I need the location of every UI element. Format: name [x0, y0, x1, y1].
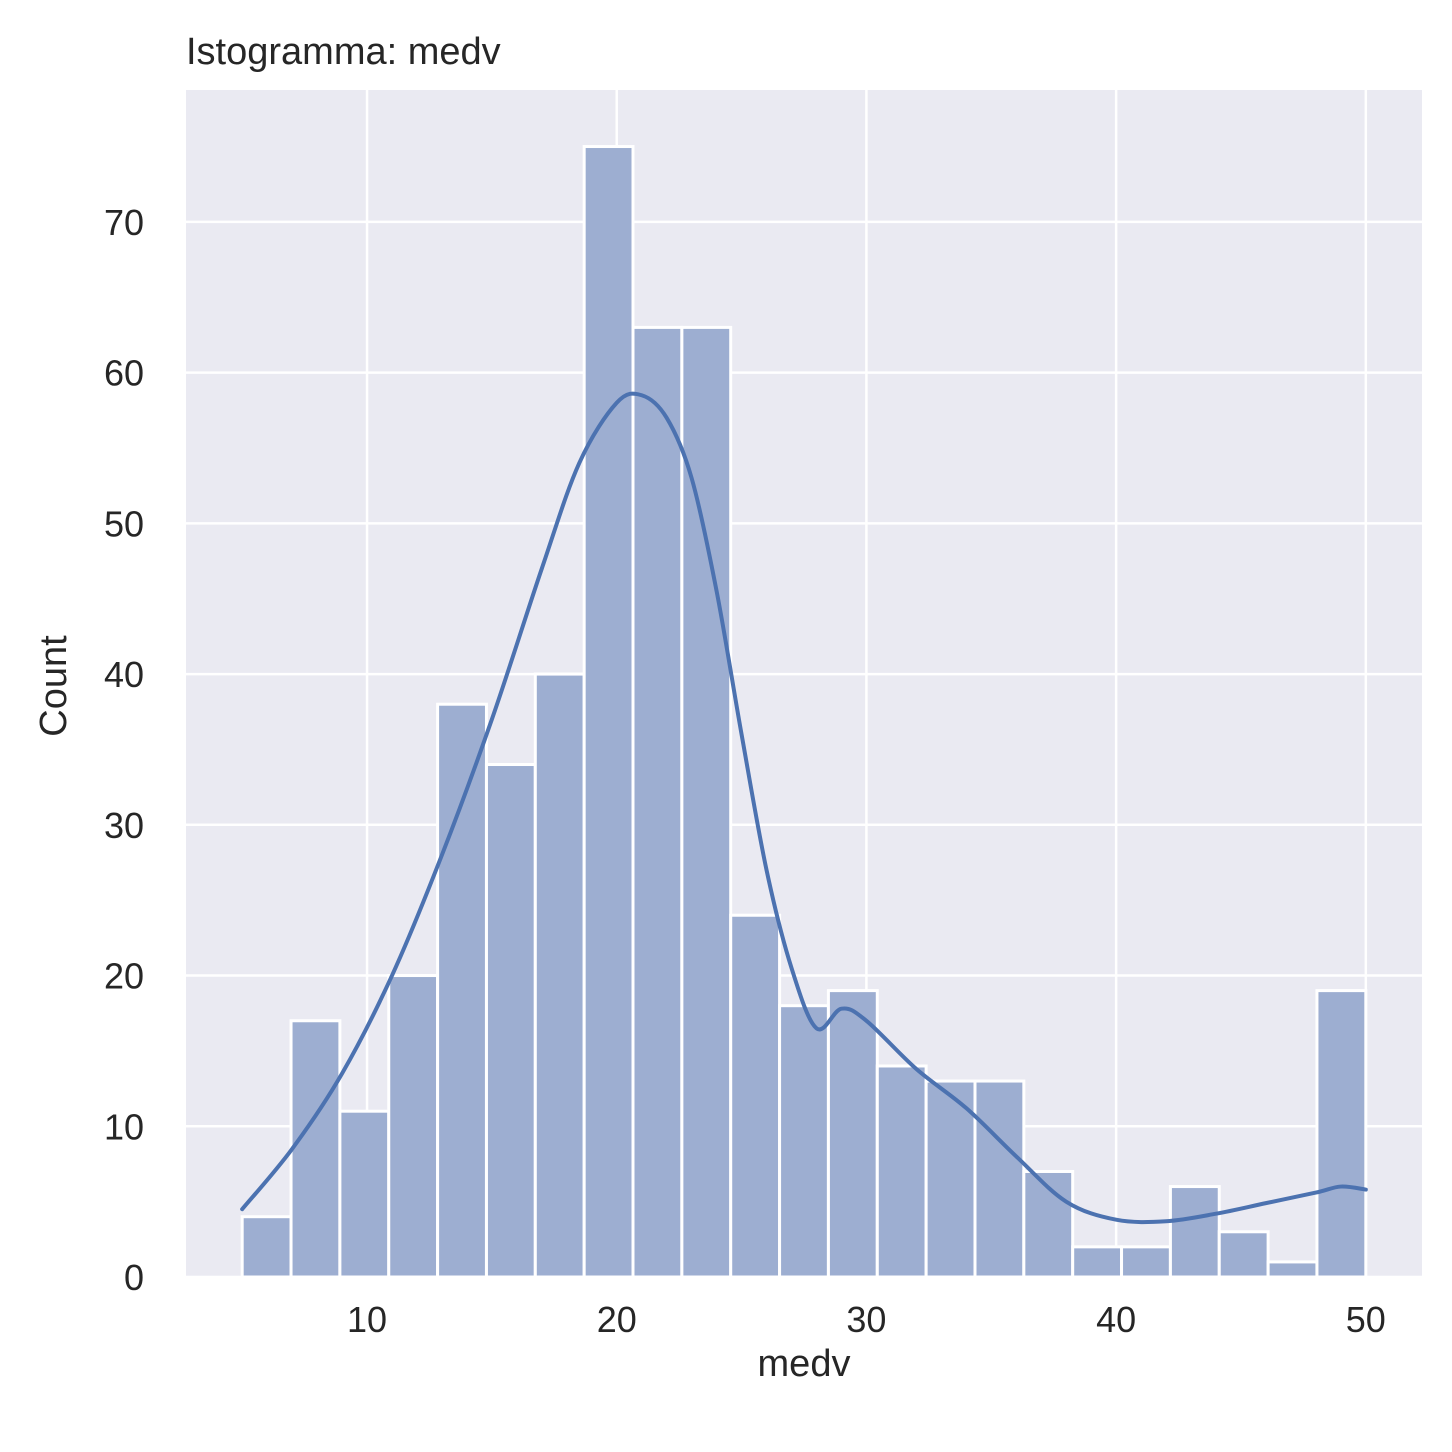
histogram-bar	[1217, 1230, 1270, 1279]
histogram-bar	[631, 325, 684, 1279]
histogram-bar	[484, 763, 537, 1279]
x-tick-label: 10	[347, 1299, 387, 1340]
histogram-bars	[240, 145, 1368, 1279]
histogram-bar	[1071, 1245, 1124, 1279]
y-tick-label: 10	[104, 1106, 144, 1147]
x-tick-labels: 10 20 30 40 50	[347, 1299, 1386, 1340]
kde-curve	[240, 391, 1368, 1225]
x-tick-label: 40	[1096, 1299, 1136, 1340]
histogram-bar	[289, 1019, 342, 1279]
histogram-bar	[778, 1004, 830, 1279]
x-tick-label: 20	[597, 1299, 637, 1340]
y-tick-label: 50	[104, 503, 144, 544]
histogram-bar	[436, 702, 488, 1279]
histogram-bar	[826, 989, 879, 1279]
histogram-bar	[1315, 989, 1368, 1279]
y-tick-label: 60	[104, 353, 144, 394]
y-tick-label: 20	[104, 956, 144, 997]
y-tick-label: 0	[124, 1257, 144, 1298]
y-tick-label: 40	[104, 654, 144, 695]
histogram-bar	[1120, 1245, 1172, 1279]
y-axis-label: Count	[33, 635, 75, 737]
y-tick-label: 70	[104, 202, 144, 243]
histogram-bar	[875, 1064, 928, 1279]
histogram-bar	[582, 145, 635, 1279]
histogram-bar	[338, 1109, 391, 1279]
histogram-bar	[973, 1079, 1026, 1279]
y-tick-labels: 0 10 20 30 40 50 60 70	[104, 202, 144, 1298]
histogram-bar	[924, 1079, 977, 1279]
histogram-bar	[680, 325, 733, 1279]
histogram-bar	[240, 1215, 293, 1279]
histogram-bar	[387, 974, 440, 1279]
histogram-bar	[729, 913, 782, 1279]
x-tick-label: 30	[846, 1299, 886, 1340]
x-axis-label: medv	[758, 1343, 851, 1385]
x-tick-label: 50	[1346, 1299, 1386, 1340]
y-tick-label: 30	[104, 805, 144, 846]
histogram-bar	[1168, 1185, 1221, 1279]
histogram-bar	[1266, 1260, 1319, 1279]
chart-title: Istogramma: medv	[186, 31, 501, 73]
histogram-bar	[533, 672, 586, 1279]
